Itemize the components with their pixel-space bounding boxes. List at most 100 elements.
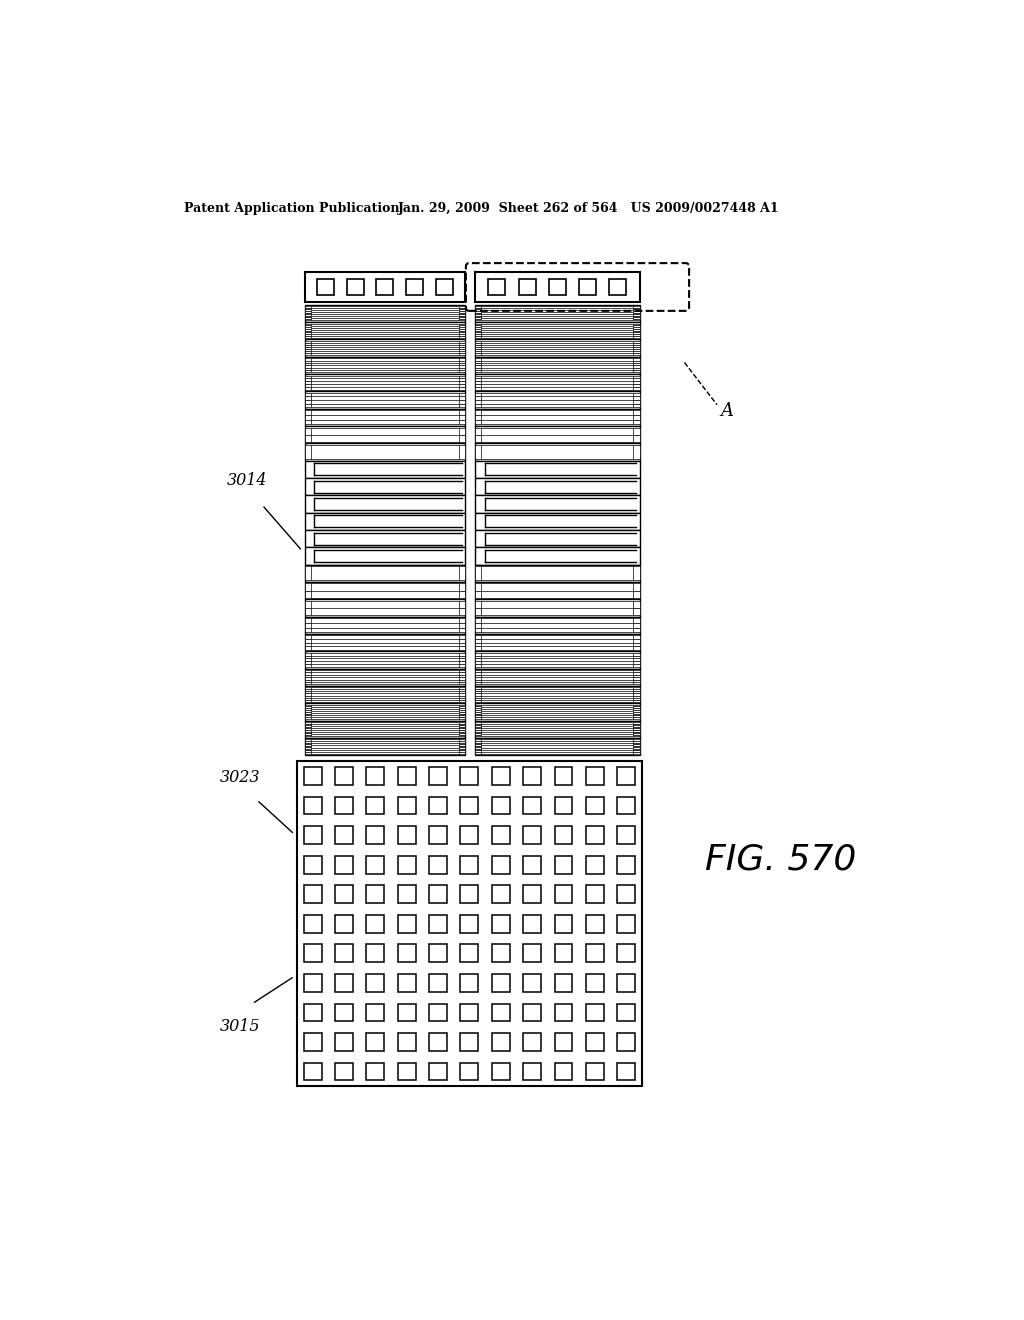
- Bar: [475, 339, 640, 356]
- Bar: [335, 1063, 353, 1080]
- Bar: [633, 379, 640, 381]
- Bar: [305, 366, 311, 368]
- Bar: [459, 347, 465, 348]
- Bar: [305, 706, 311, 709]
- Bar: [633, 341, 640, 343]
- Bar: [459, 348, 465, 351]
- Bar: [305, 693, 311, 696]
- Bar: [429, 1034, 446, 1051]
- Bar: [633, 706, 640, 709]
- Bar: [459, 744, 465, 746]
- Bar: [305, 711, 311, 714]
- Bar: [459, 735, 465, 737]
- Bar: [633, 370, 640, 372]
- Bar: [305, 725, 311, 727]
- Bar: [475, 752, 481, 754]
- Bar: [305, 722, 311, 723]
- Bar: [475, 735, 481, 737]
- Bar: [555, 855, 572, 874]
- Bar: [305, 709, 311, 710]
- Bar: [475, 601, 481, 609]
- Bar: [475, 671, 481, 672]
- Bar: [305, 697, 311, 700]
- Bar: [305, 733, 311, 735]
- Bar: [633, 590, 640, 598]
- Bar: [633, 428, 640, 434]
- Bar: [305, 653, 311, 656]
- Bar: [475, 710, 481, 711]
- Bar: [305, 710, 311, 711]
- Bar: [305, 529, 465, 548]
- Bar: [586, 767, 604, 785]
- Bar: [475, 751, 481, 752]
- Bar: [305, 384, 311, 387]
- Bar: [633, 347, 640, 348]
- Bar: [397, 1063, 416, 1080]
- Bar: [305, 689, 311, 692]
- Bar: [397, 797, 416, 814]
- Bar: [305, 566, 311, 581]
- Bar: [459, 609, 465, 615]
- Bar: [475, 599, 640, 616]
- Bar: [555, 886, 572, 903]
- Bar: [304, 1003, 322, 1022]
- Bar: [475, 609, 481, 615]
- Bar: [633, 731, 640, 733]
- Bar: [459, 317, 465, 319]
- Bar: [335, 767, 353, 785]
- Bar: [475, 634, 640, 651]
- Bar: [305, 461, 465, 478]
- Bar: [633, 741, 640, 743]
- Bar: [633, 744, 640, 746]
- Bar: [459, 351, 465, 354]
- Bar: [305, 343, 311, 345]
- Bar: [475, 512, 640, 529]
- Bar: [475, 738, 640, 755]
- Bar: [397, 974, 416, 991]
- Bar: [459, 566, 465, 581]
- Bar: [475, 327, 481, 329]
- Bar: [459, 343, 465, 345]
- Bar: [475, 729, 481, 730]
- Bar: [459, 709, 465, 710]
- Bar: [459, 711, 465, 714]
- Bar: [633, 717, 640, 719]
- Bar: [475, 730, 481, 731]
- Bar: [459, 334, 465, 337]
- Bar: [305, 387, 311, 389]
- Bar: [459, 680, 465, 682]
- Bar: [475, 705, 481, 706]
- Bar: [475, 414, 481, 420]
- Bar: [305, 329, 311, 331]
- Bar: [304, 974, 322, 991]
- Bar: [475, 645, 481, 649]
- Bar: [633, 733, 640, 735]
- Bar: [459, 739, 465, 741]
- Bar: [459, 315, 465, 317]
- Bar: [367, 886, 384, 903]
- Bar: [305, 409, 465, 426]
- Bar: [633, 420, 640, 425]
- Bar: [367, 767, 384, 785]
- Bar: [475, 333, 481, 334]
- Bar: [459, 710, 465, 711]
- Bar: [305, 590, 311, 598]
- Bar: [459, 345, 465, 347]
- Bar: [305, 744, 311, 746]
- Bar: [633, 313, 640, 314]
- Bar: [305, 393, 311, 396]
- Bar: [492, 826, 510, 843]
- Bar: [633, 653, 640, 656]
- Bar: [335, 886, 353, 903]
- Bar: [367, 1063, 384, 1080]
- Bar: [335, 826, 353, 843]
- Bar: [633, 317, 640, 319]
- Bar: [633, 747, 640, 748]
- Bar: [305, 323, 311, 325]
- Bar: [633, 635, 640, 639]
- Bar: [305, 347, 311, 348]
- Bar: [305, 609, 311, 615]
- Bar: [367, 915, 384, 933]
- Bar: [633, 696, 640, 697]
- Bar: [475, 315, 481, 317]
